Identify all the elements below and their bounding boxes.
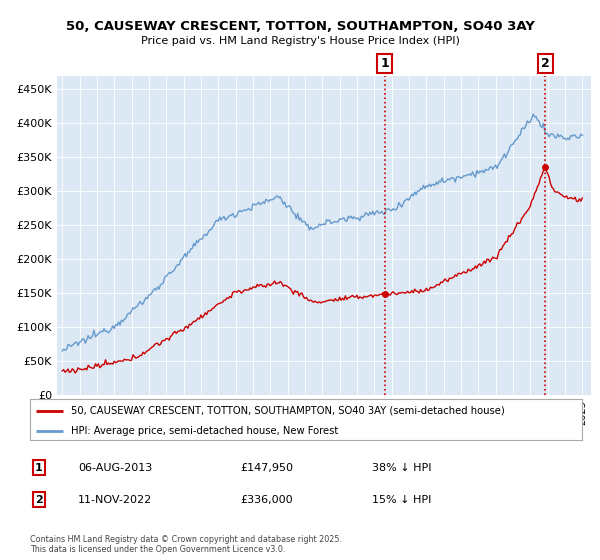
Text: 1: 1 bbox=[35, 463, 43, 473]
Text: 2: 2 bbox=[541, 57, 550, 70]
Text: £336,000: £336,000 bbox=[240, 494, 293, 505]
Text: 11-NOV-2022: 11-NOV-2022 bbox=[78, 494, 152, 505]
Text: 1: 1 bbox=[380, 57, 389, 70]
Text: Price paid vs. HM Land Registry's House Price Index (HPI): Price paid vs. HM Land Registry's House … bbox=[140, 36, 460, 46]
Text: 15% ↓ HPI: 15% ↓ HPI bbox=[372, 494, 431, 505]
Text: 06-AUG-2013: 06-AUG-2013 bbox=[78, 463, 152, 473]
Text: £147,950: £147,950 bbox=[240, 463, 293, 473]
Text: 50, CAUSEWAY CRESCENT, TOTTON, SOUTHAMPTON, SO40 3AY: 50, CAUSEWAY CRESCENT, TOTTON, SOUTHAMPT… bbox=[65, 20, 535, 32]
Text: 2: 2 bbox=[35, 494, 43, 505]
Text: Contains HM Land Registry data © Crown copyright and database right 2025.
This d: Contains HM Land Registry data © Crown c… bbox=[30, 535, 342, 554]
Text: 50, CAUSEWAY CRESCENT, TOTTON, SOUTHAMPTON, SO40 3AY (semi-detached house): 50, CAUSEWAY CRESCENT, TOTTON, SOUTHAMPT… bbox=[71, 405, 505, 416]
Text: HPI: Average price, semi-detached house, New Forest: HPI: Average price, semi-detached house,… bbox=[71, 426, 338, 436]
Text: 38% ↓ HPI: 38% ↓ HPI bbox=[372, 463, 431, 473]
